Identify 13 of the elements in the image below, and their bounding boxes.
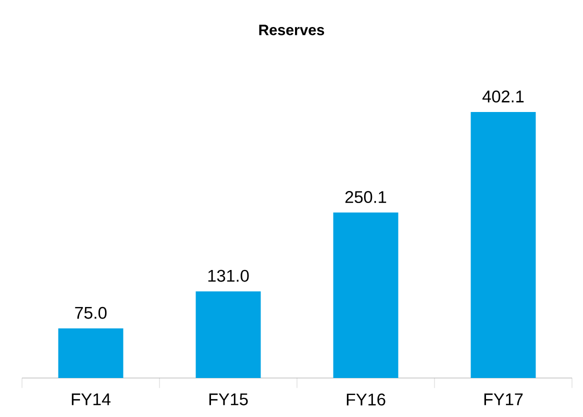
data-label: 402.1: [482, 90, 524, 102]
data-label: 75.0: [75, 306, 107, 319]
x-tick-label: FY15: [209, 394, 248, 406]
data-label: 250.1: [345, 191, 386, 204]
bar: [58, 328, 124, 378]
x-tick-label: FY14: [72, 394, 110, 406]
x-tick-label: FY17: [484, 394, 523, 406]
bar: [333, 212, 398, 378]
bar: [470, 112, 536, 378]
chart-title: Reserves: [259, 24, 324, 36]
bar: [196, 291, 261, 378]
x-tick-label: FY16: [346, 394, 386, 406]
data-label: 131.0: [208, 270, 249, 282]
